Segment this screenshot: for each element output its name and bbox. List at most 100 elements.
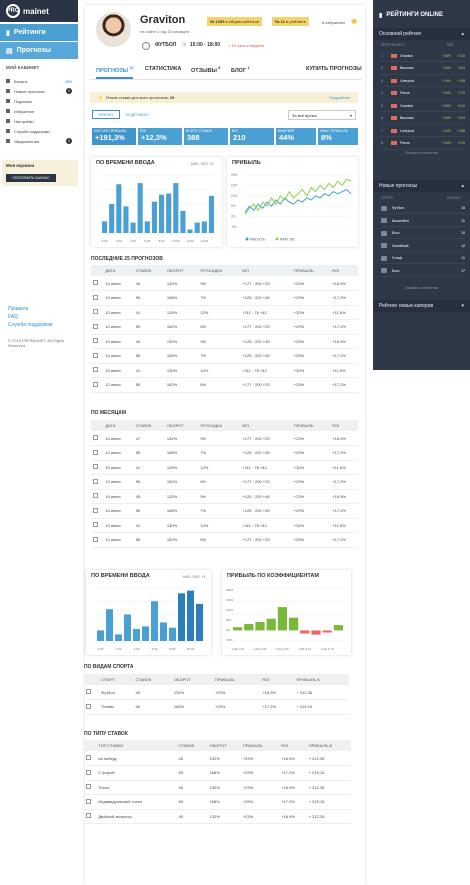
table-row[interactable]: 14 июля 45 132% 9% +125 · 220 +45 +23% +16.9% xyxy=(91,489,358,504)
table-row[interactable]: 13 июля 41 130% 12% +111 · 78 +42 +32% +11.6% xyxy=(91,518,358,533)
checkbox[interactable] xyxy=(93,507,98,513)
checkbox[interactable] xyxy=(93,522,98,528)
new-forecast-row[interactable]: Бокс 17 xyxy=(381,266,465,277)
table-row[interactable]: Индивидуальный тотал 55 168% +29% +17.2% + 21… xyxy=(84,794,351,810)
topup-button[interactable]: ПОПОЛНИТЬ БАЛАНС xyxy=(6,174,56,182)
new-forecasts-section[interactable]: Новые прогнозы ▴ xyxy=(373,180,470,192)
bar[interactable] xyxy=(266,618,276,631)
checkbox[interactable] xyxy=(93,478,98,484)
table-row[interactable]: 13 июля 41 130% 12% +111 · 78 +42 +32% +11.6% xyxy=(91,363,358,378)
row-checkbox[interactable] xyxy=(91,363,104,378)
checkbox[interactable] xyxy=(93,449,98,455)
rules-link[interactable]: Правила xyxy=(8,306,29,312)
logo[interactable]: PRO mainet xyxy=(0,0,78,22)
row-checkbox[interactable] xyxy=(91,377,104,393)
row-checkbox[interactable] xyxy=(91,518,104,533)
checkbox[interactable] xyxy=(93,323,98,329)
table-row[interactable]: С форой 55 168% +29% +17.2% + 219,15 xyxy=(84,765,351,781)
show-all-ratings-link[interactable]: Показать полностью xyxy=(404,151,439,155)
bar[interactable] xyxy=(244,624,254,631)
bar[interactable] xyxy=(333,625,343,631)
table-row[interactable]: на победу 45 132% +23% +16.9% + 212,35 xyxy=(84,751,351,766)
show-all-new-link[interactable]: Показать полностью xyxy=(404,286,439,290)
bar[interactable] xyxy=(130,222,136,233)
bar[interactable] xyxy=(173,183,179,233)
table-row[interactable]: 13 июля 41 128% 12% +111 · 78 +42 +32% +11.6% xyxy=(91,305,358,320)
buy-forecasts-button[interactable]: КУПИТЬ ПРОГНОЗЫ xyxy=(306,66,362,72)
bar[interactable] xyxy=(116,184,122,233)
bar[interactable] xyxy=(115,634,122,641)
new-forecast-row[interactable]: Бокс 10 xyxy=(381,228,465,239)
bar[interactable] xyxy=(137,183,143,233)
row-checkbox[interactable] xyxy=(91,305,104,320)
row-checkbox[interactable] xyxy=(84,794,97,810)
rating-row[interactable]: 5 Graviton +16% +210 xyxy=(381,100,465,112)
checkbox[interactable] xyxy=(86,784,91,790)
bar[interactable] xyxy=(289,617,299,631)
promo-link[interactable]: Подробнее xyxy=(329,95,350,100)
nav-forecasts[interactable]: ▤ Прогнозы xyxy=(0,42,78,59)
bar[interactable] xyxy=(133,629,140,641)
table-row[interactable]: Теннис 55 168% +29% +17.2% + 219,15 xyxy=(84,699,349,715)
bar[interactable] xyxy=(123,206,129,233)
bar[interactable] xyxy=(233,627,243,631)
bar[interactable] xyxy=(151,201,157,233)
sidebar-item-favorites[interactable]: Избранное xyxy=(6,106,72,116)
nav-ratings[interactable]: ▮ Рейтинги xyxy=(0,24,78,41)
bar[interactable] xyxy=(159,194,165,233)
bar[interactable] xyxy=(160,622,167,641)
bar[interactable] xyxy=(169,627,176,641)
period-select[interactable]: За всё время ▾ xyxy=(288,110,356,120)
sidebar-item-balance[interactable]: Баланс $80 xyxy=(6,76,72,86)
row-checkbox[interactable] xyxy=(91,532,104,548)
row-checkbox[interactable] xyxy=(91,460,104,475)
checkbox[interactable] xyxy=(86,703,91,709)
bar[interactable] xyxy=(178,593,185,641)
table-row[interactable]: 14 июля 45 132% 9% +125 · 220 +45 +23% +16.9% xyxy=(91,334,358,349)
bar[interactable] xyxy=(180,210,186,233)
bar[interactable] xyxy=(109,204,115,233)
bar[interactable] xyxy=(255,621,265,631)
rating-row[interactable]: 1 Graviton +16% +210 xyxy=(381,50,465,62)
row-checkbox[interactable] xyxy=(91,503,104,519)
row-checkbox[interactable] xyxy=(91,431,104,446)
sidebar-item-notifications[interactable]: Уведомления 3 xyxy=(6,136,72,146)
bar[interactable] xyxy=(97,630,104,641)
bar[interactable] xyxy=(187,590,194,641)
table-row[interactable]: 14 июля 55 168% 7% +125 · 220 +45 +29% +17.2% xyxy=(91,503,358,519)
faq-link[interactable]: FAQ xyxy=(8,314,19,320)
main-rating-section[interactable]: Основной рейтинг ▴ xyxy=(373,28,470,40)
checkbox[interactable] xyxy=(93,464,98,470)
table-row[interactable]: 12 июля 55 162% 6% +177 · 200 +23 +29% +17.2% xyxy=(91,532,358,548)
bar[interactable] xyxy=(277,607,287,631)
new-forecast-row[interactable]: Линейный 12 xyxy=(381,241,465,252)
checkbox[interactable] xyxy=(93,338,98,344)
table-row[interactable]: 12 июля 59 162% 6% +177 · 200 +23 +29% +17.2% xyxy=(91,319,358,335)
checkbox[interactable] xyxy=(86,813,91,819)
bar[interactable] xyxy=(151,601,158,641)
subtab-brief[interactable]: КРАТКО xyxy=(92,110,120,119)
checkbox[interactable] xyxy=(86,798,91,804)
avatar[interactable] xyxy=(96,12,131,47)
table-row[interactable]: Футбол 45 132% +23% +16.9% + 212,35 xyxy=(84,685,349,700)
rating-row[interactable]: 2 Bazooka +16% +204 xyxy=(381,63,465,75)
checkbox[interactable] xyxy=(93,435,98,440)
checkbox[interactable] xyxy=(93,294,98,300)
row-checkbox[interactable] xyxy=(84,809,97,824)
row-checkbox[interactable] xyxy=(91,489,104,504)
sidebar-item-support[interactable]: Служба поддержки xyxy=(6,126,72,136)
table-row[interactable]: 14 июля 55 168% 7% +125 · 220 +45 +29% +17.2% xyxy=(91,290,358,306)
bar[interactable] xyxy=(166,193,172,233)
row-checkbox[interactable] xyxy=(84,780,97,795)
checkbox[interactable] xyxy=(93,493,98,499)
rating-row[interactable]: 6 Bazooka +16% +204 xyxy=(381,113,465,125)
bar[interactable] xyxy=(194,222,200,233)
table-row[interactable]: 14 июля 45 132% 9% +177 · 200 +23 +23% +16.9% xyxy=(91,276,358,291)
row-checkbox[interactable] xyxy=(91,276,104,291)
row-checkbox[interactable] xyxy=(84,765,97,781)
rating-row[interactable]: 7 Liverpool +14% +198 xyxy=(381,125,465,137)
tab-forecasts[interactable]: ПРОГНОЗЫ 10 xyxy=(96,66,134,79)
row-checkbox[interactable] xyxy=(91,348,104,364)
checkbox[interactable] xyxy=(93,536,98,542)
new-forecast-row[interactable]: Футбол 15 xyxy=(381,203,465,214)
